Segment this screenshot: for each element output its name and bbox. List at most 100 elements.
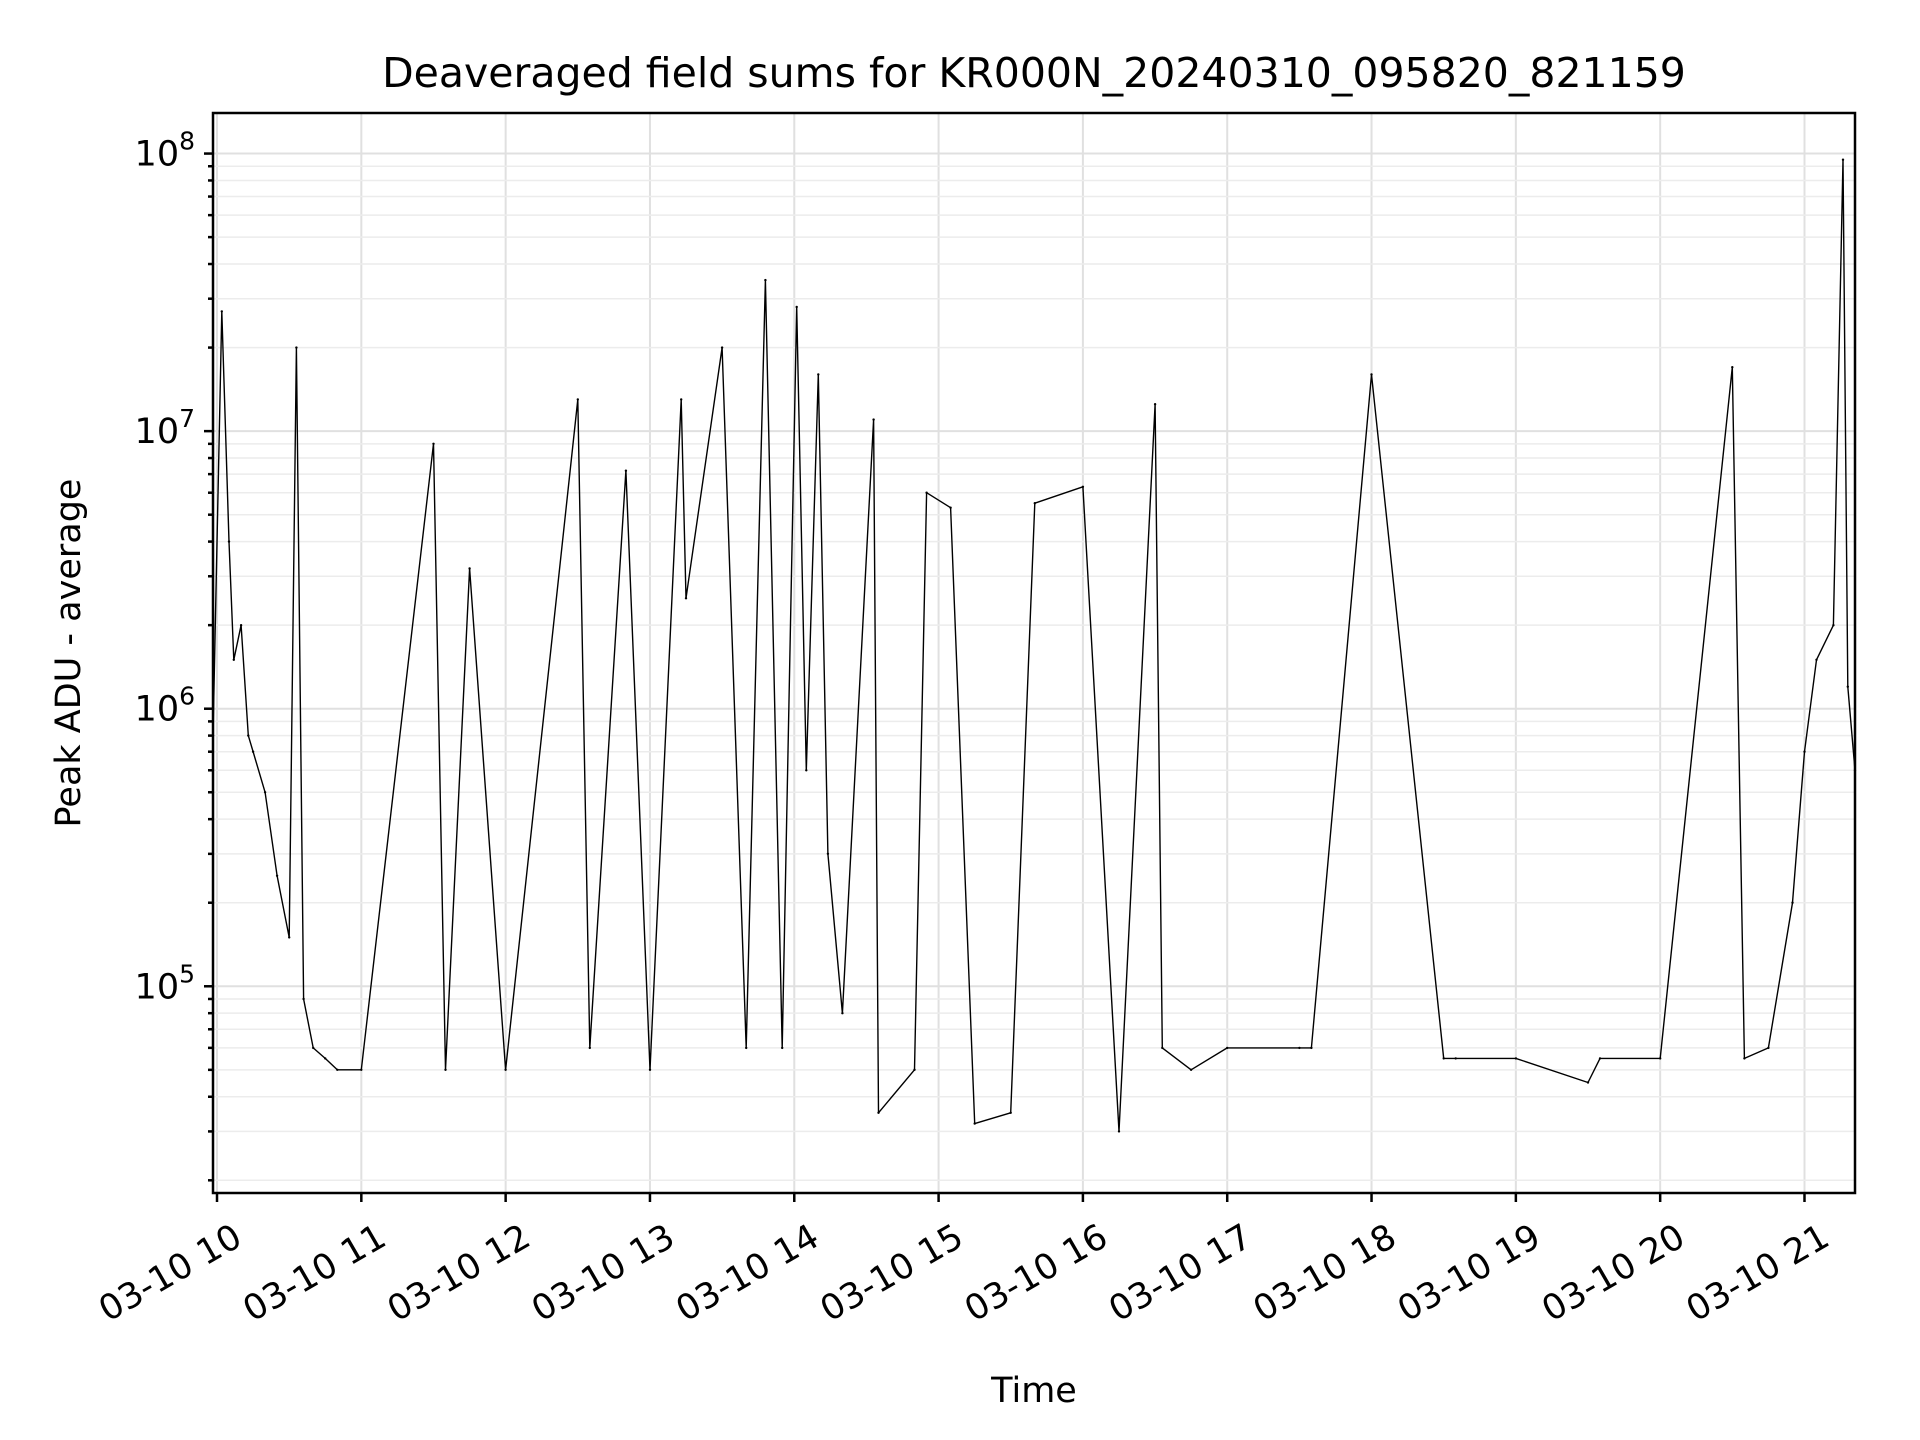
y-tick-base: 10 — [135, 690, 180, 730]
data-point — [949, 506, 952, 509]
data-point — [247, 734, 250, 737]
data-point — [1298, 1046, 1301, 1050]
data-point — [1117, 1130, 1121, 1133]
data-point — [295, 346, 298, 349]
y-tick-label: 105 — [135, 959, 195, 1007]
y-tick-label: 107 — [135, 404, 195, 452]
series-layer — [211, 158, 1857, 1133]
x-tick-label: 03-10 10 — [92, 1217, 248, 1330]
y-axis-label: Peak ADU - average — [49, 479, 89, 828]
data-point — [973, 1122, 976, 1125]
y-tick-exponent: 5 — [179, 959, 195, 988]
data-point — [1081, 485, 1085, 488]
data-point — [872, 418, 875, 421]
series-line-0 — [212, 158, 1856, 1133]
data-point — [1310, 1046, 1313, 1050]
data-point — [1598, 1057, 1602, 1060]
data-point — [1791, 901, 1794, 904]
grid — [213, 113, 1855, 1193]
x-tick-label: 03-10 11 — [237, 1217, 393, 1330]
data-point — [360, 1068, 363, 1072]
data-point — [1009, 1111, 1012, 1115]
data-point — [251, 750, 255, 753]
data-point — [444, 1068, 447, 1072]
data-point — [288, 936, 291, 939]
data-point — [795, 305, 798, 309]
data-point — [1033, 502, 1037, 505]
data-point — [1841, 158, 1845, 161]
data-point — [1659, 1057, 1662, 1060]
data-point — [1454, 1057, 1457, 1060]
data-point — [1743, 1057, 1746, 1060]
y-tick-base: 10 — [135, 135, 180, 175]
data-point — [1442, 1057, 1445, 1060]
data-point — [1226, 1046, 1229, 1050]
data-point — [1832, 624, 1835, 627]
data-point — [1370, 373, 1373, 376]
plot-frame — [211, 111, 1857, 1195]
data-point — [239, 624, 243, 627]
data-point — [1767, 1046, 1770, 1050]
data-point — [624, 469, 628, 472]
data-point — [826, 852, 830, 855]
data-point — [1586, 1081, 1590, 1084]
data-point — [841, 1012, 844, 1015]
data-point — [684, 597, 688, 600]
data-point — [468, 567, 471, 570]
data-point — [336, 1068, 339, 1072]
data-point — [227, 540, 231, 543]
data-point — [504, 1068, 507, 1072]
data-point — [781, 1046, 784, 1050]
data-point — [805, 769, 808, 772]
data-point — [432, 442, 435, 445]
x-tick-label: 03-10 19 — [1391, 1217, 1547, 1330]
y-tick-exponent: 8 — [179, 127, 195, 156]
data-point — [1815, 658, 1818, 661]
x-tick-label: 03-10 20 — [1536, 1217, 1692, 1330]
y-tick-base: 10 — [135, 967, 180, 1007]
data-point — [1803, 750, 1806, 753]
y-tick-base: 10 — [135, 412, 180, 452]
x-tick-label: 03-10 14 — [670, 1217, 826, 1330]
data-point — [648, 1068, 652, 1072]
data-point — [263, 791, 267, 794]
data-point — [275, 874, 279, 877]
x-tick-label: 03-10 21 — [1680, 1217, 1836, 1330]
x-tick-label: 03-10 17 — [1103, 1217, 1259, 1330]
x-axis-label: Time — [990, 1371, 1077, 1411]
data-point — [817, 373, 820, 376]
data-point — [913, 1068, 916, 1072]
x-tick-label: 03-10 16 — [958, 1217, 1114, 1330]
data-point — [925, 491, 928, 494]
y-tick-label: 108 — [135, 127, 195, 175]
data-point — [1846, 685, 1850, 688]
data-point — [588, 1046, 591, 1050]
data-point — [232, 658, 235, 661]
x-tick-label: 03-10 18 — [1247, 1217, 1403, 1330]
y-tick-exponent: 7 — [179, 404, 195, 433]
data-point — [680, 398, 683, 401]
data-point — [764, 278, 767, 282]
y-tick-label: 106 — [135, 682, 195, 730]
x-tick-label: 03-10 12 — [381, 1217, 537, 1330]
x-tick-label: 03-10 15 — [814, 1217, 970, 1330]
data-point — [324, 1057, 327, 1060]
data-point — [1514, 1057, 1518, 1060]
data-point — [720, 346, 724, 349]
data-point — [877, 1111, 880, 1115]
x-tick-label: 03-10 13 — [525, 1217, 681, 1330]
data-point — [312, 1046, 315, 1050]
data-point — [1731, 366, 1734, 369]
data-point — [576, 398, 579, 401]
data-point — [745, 1046, 748, 1050]
data-point — [220, 310, 223, 313]
data-point — [1161, 1046, 1164, 1050]
data-point — [1189, 1068, 1193, 1072]
chart-title: Deaveraged field sums for KR000N_2024031… — [382, 49, 1686, 97]
y-tick-exponent: 6 — [179, 682, 195, 711]
data-point — [302, 997, 305, 1001]
data-point — [1153, 403, 1157, 406]
